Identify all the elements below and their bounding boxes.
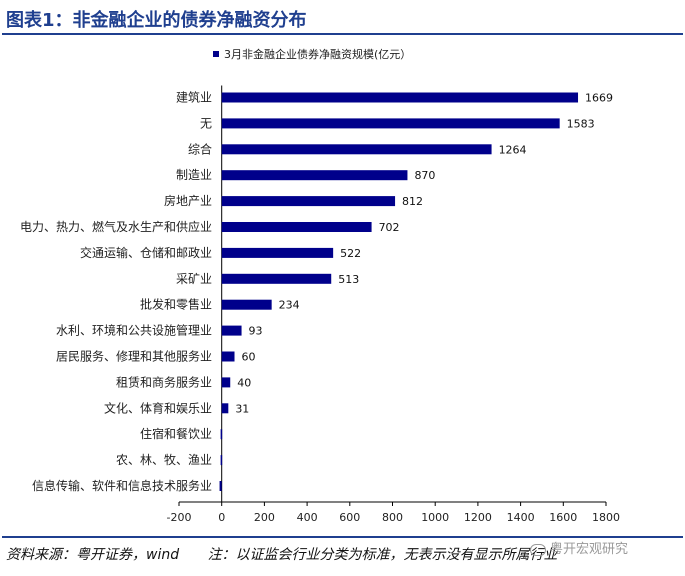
- x-tick-label-1: 0: [218, 511, 225, 524]
- data-label-10: 60: [242, 351, 256, 364]
- x-tick-label-10: 1800: [592, 511, 620, 524]
- bar-0: [221, 92, 579, 103]
- bar-1: [221, 118, 560, 129]
- category-label-9: 水利、环境和公共设施管理业: [56, 323, 212, 338]
- bar-13: [220, 429, 223, 440]
- header-divider: [2, 33, 683, 35]
- data-label-11: 40: [237, 376, 251, 389]
- bar-14: [220, 455, 223, 466]
- wechat-icon: [530, 543, 546, 556]
- x-tick-label-9: 1600: [549, 511, 577, 524]
- category-label-7: 采矿业: [176, 272, 212, 286]
- category-label-5: 电力、热力、燃气及水生产和供应业: [20, 219, 212, 234]
- category-label-0: 建筑业: [176, 90, 212, 105]
- x-tick-label-5: 800: [382, 511, 403, 524]
- data-label-8: 234: [279, 299, 300, 312]
- data-label-4: 812: [402, 195, 423, 208]
- x-tick-label-6: 1000: [421, 511, 449, 524]
- data-label-3: 870: [414, 169, 435, 182]
- watermark-text: 粤开宏观研究: [550, 542, 629, 557]
- category-label-2: 综合: [188, 141, 212, 156]
- bar-6: [221, 247, 334, 258]
- category-label-11: 租赁和商务服务业: [116, 374, 212, 389]
- category-label-1: 无: [200, 116, 212, 130]
- bar-7: [221, 273, 332, 284]
- chart-footer: 资料来源：粤开证券，wind 注：以证监会行业分类为标准，无表示没有显示所属行业: [6, 544, 558, 564]
- category-label-6: 交通运输、仓储和邮政业: [80, 245, 212, 260]
- data-label-9: 93: [249, 325, 263, 338]
- x-tick-label-7: 1200: [464, 511, 492, 524]
- category-label-15: 信息传输、软件和信息技术服务业: [32, 478, 212, 493]
- x-tick-label-8: 1400: [507, 511, 535, 524]
- bar-12: [221, 403, 229, 414]
- x-tick-label-0: -200: [167, 511, 192, 524]
- bar-5: [221, 222, 372, 232]
- classification-note: 注：以证监会行业分类为标准，无表示没有显示所属行业: [207, 547, 558, 563]
- category-label-4: 房地产业: [164, 193, 212, 208]
- bar-11: [221, 377, 231, 388]
- legend-swatch: [213, 51, 219, 57]
- bar-15: [219, 481, 222, 491]
- bar-10: [221, 351, 235, 362]
- source-note: 资料来源：粤开证券，wind: [6, 547, 180, 563]
- data-label-6: 522: [340, 247, 361, 260]
- category-label-12: 文化、体育和娱乐业: [104, 400, 212, 415]
- category-label-14: 农、林、牧、渔业: [116, 453, 212, 467]
- bar-3: [221, 170, 408, 181]
- bar-8: [221, 299, 272, 310]
- bar-9: [221, 325, 242, 336]
- bar-4: [221, 196, 396, 207]
- data-label-2: 1264: [499, 143, 527, 156]
- x-tick-label-2: 200: [254, 511, 275, 524]
- bar-chart: 3月非金融企业债券净融资规模(亿元） 建筑业 1669 无 1583 综合 1264 制造业 8…: [20, 47, 620, 524]
- x-tick-label-4: 600: [339, 511, 360, 524]
- data-label-5: 702: [379, 221, 400, 234]
- category-label-3: 制造业: [176, 168, 212, 182]
- legend-label: 3月非金融企业债券净融资规模(亿元）: [224, 47, 411, 61]
- data-label-7: 513: [338, 273, 359, 286]
- category-label-8: 批发和零售业: [140, 297, 212, 312]
- data-label-0: 1669: [585, 92, 613, 105]
- category-label-10: 居民服务、修理和其他服务业: [56, 349, 212, 364]
- data-label-12: 31: [235, 402, 249, 415]
- x-tick-label-3: 400: [297, 511, 318, 524]
- watermark: 粤开宏观研究: [530, 538, 628, 557]
- data-label-1: 1583: [567, 117, 595, 130]
- chart-title: 图表1：非金融企业的债券净融资分布: [6, 10, 307, 31]
- footer-divider: [2, 536, 683, 538]
- category-label-13: 住宿和餐饮业: [140, 426, 212, 441]
- chart-header: 图表1：非金融企业的债券净融资分布: [0, 0, 685, 35]
- bar-2: [221, 144, 492, 155]
